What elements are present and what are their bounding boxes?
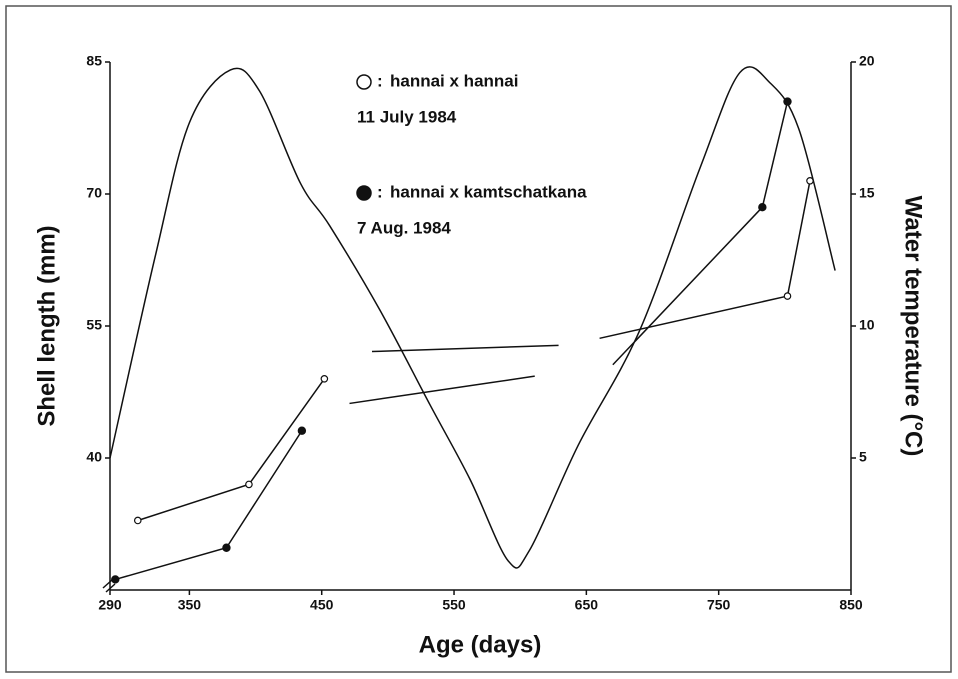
y2-tick-label: 15 — [859, 185, 875, 201]
point — [133, 516, 142, 525]
series-line — [371, 344, 559, 353]
point — [783, 292, 792, 300]
point — [222, 543, 231, 552]
y-tick-label: 40 — [86, 449, 102, 465]
y-tick-label: 85 — [86, 53, 102, 69]
x-tick-label: 450 — [310, 597, 334, 613]
legend-label: hannai x hannai — [390, 71, 518, 90]
x-tick-label: 750 — [707, 597, 731, 613]
legend-marker — [356, 74, 372, 90]
point — [758, 202, 767, 212]
legend-marker — [356, 185, 372, 201]
series-line — [137, 378, 325, 522]
series-line — [599, 295, 788, 340]
legend-separator: : — [377, 71, 383, 90]
axis-break — [102, 579, 116, 593]
series-line — [115, 430, 303, 581]
legend-note: 11 July 1984 — [357, 107, 457, 126]
x-tick-label: 290 — [98, 597, 122, 613]
point — [297, 426, 307, 435]
legend-separator: : — [377, 182, 383, 201]
x-tick-label: 850 — [839, 597, 863, 613]
y2-tick-label: 20 — [859, 53, 875, 69]
series-line — [761, 101, 789, 208]
y2-tick-label: 10 — [859, 317, 875, 333]
y2-tick-label: 5 — [859, 449, 867, 465]
y-tick-label: 70 — [86, 185, 102, 201]
y-tick-label: 55 — [86, 317, 102, 333]
legend-label: hannai x kamtschatkana — [390, 182, 587, 201]
point — [111, 575, 120, 584]
y2-axis-label: Water temperature (°C) — [900, 196, 927, 457]
series-line — [786, 180, 811, 297]
point — [245, 480, 253, 489]
legend-note: 7 Aug. 1984 — [357, 218, 451, 237]
series-line — [612, 206, 763, 366]
x-tick-label: 550 — [442, 597, 466, 613]
frame — [5, 5, 952, 673]
series-line — [349, 375, 535, 405]
x-axis-label: Age (days) — [419, 631, 542, 658]
point — [320, 374, 329, 383]
y-axis-label: Shell length (mm) — [33, 225, 60, 426]
x-tick-label: 350 — [178, 597, 202, 613]
x-tick-label: 650 — [575, 597, 599, 613]
temperature-curve — [109, 66, 836, 569]
